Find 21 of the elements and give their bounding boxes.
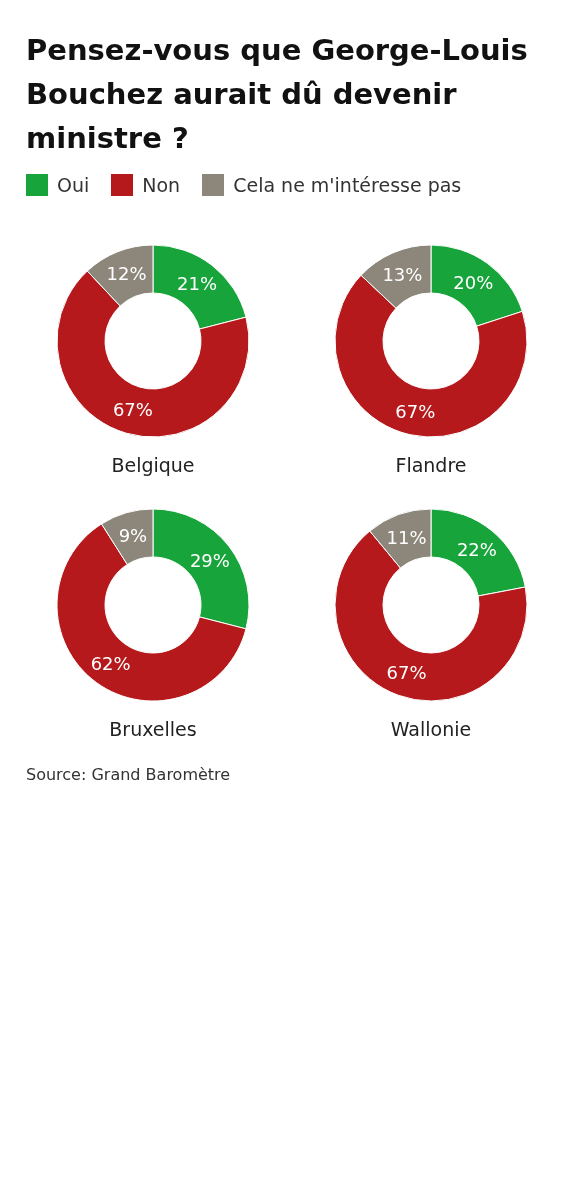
data-label: 67%: [395, 400, 436, 422]
data-label: 13%: [382, 264, 423, 286]
legend-label: Cela ne m'intéresse pas: [233, 174, 462, 196]
data-label: 67%: [386, 662, 427, 684]
data-label: 21%: [177, 273, 218, 295]
data-label: 12%: [106, 263, 147, 285]
data-label: 22%: [456, 538, 497, 560]
source-note: Source: Grand Baromètre: [26, 764, 232, 786]
text: Belgique: [111, 454, 195, 476]
legend-label: Non: [142, 174, 181, 196]
text: Pensez-vous que George-Louis Bouchez aurait dû devenir ministre ?: [26, 32, 529, 157]
data-label: 29%: [189, 550, 230, 572]
data-label: 62%: [90, 652, 131, 674]
data-label: 9%: [118, 525, 148, 547]
text: Wallonie: [390, 718, 472, 740]
data-label: 20%: [453, 272, 494, 294]
legend-label: Oui: [57, 174, 90, 196]
text: Bruxelles: [109, 718, 197, 740]
data-label: 67%: [112, 399, 153, 421]
data-label: 11%: [386, 526, 427, 548]
text: Flandre: [395, 454, 467, 476]
